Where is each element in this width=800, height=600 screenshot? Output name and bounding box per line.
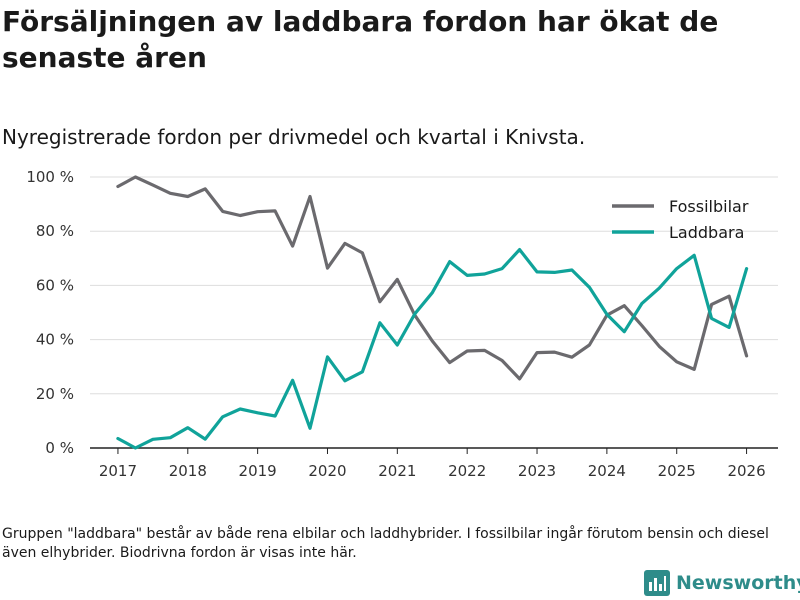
bar-chart-logo-icon (644, 570, 670, 596)
y-tick-label: 60 % (36, 276, 74, 294)
legend: Fossilbilar Laddbara (612, 197, 749, 242)
brand-logo[interactable]: Newsworthy (644, 568, 800, 598)
y-tick-label: 20 % (36, 385, 74, 403)
x-tick-label: 2019 (239, 462, 277, 480)
x-axis-ticks: 2017 2018 2019 2020 2021 2022 2023 2024 2025 2026 (90, 447, 778, 480)
x-tick-label: 2022 (448, 462, 486, 480)
x-tick-label: 2018 (169, 462, 207, 480)
x-tick-label: 2020 (308, 462, 346, 480)
y-tick-label: 0 % (45, 439, 74, 457)
y-tick-label: 100 % (26, 168, 74, 186)
line-chart: 0 % 20 % 40 % 60 % 80 % 100 % 2017 2018 2019 202… (26, 168, 778, 480)
y-axis-ticks: 0 % 20 % 40 % 60 % 80 % 100 % (26, 168, 74, 457)
y-tick-label: 40 % (36, 331, 74, 349)
brand-name: Newsworthy (676, 572, 800, 594)
y-tick-label: 80 % (36, 222, 74, 240)
footnote: Gruppen "laddbara" består av både rena e… (2, 526, 769, 561)
series-line-laddbara (116, 248, 749, 450)
x-tick-label: 2024 (588, 462, 626, 480)
x-tick-label: 2021 (378, 462, 416, 480)
x-tick-label: 2026 (727, 462, 765, 480)
x-tick-label: 2025 (658, 462, 696, 480)
legend-label: Fossilbilar (669, 197, 749, 216)
chart-title: Försäljningen av laddbara fordon har öka… (2, 5, 719, 74)
x-tick-label: 2017 (99, 462, 137, 480)
legend-label: Laddbara (669, 223, 744, 242)
chart-subtitle: Nyregistrerade fordon per drivmedel och … (2, 125, 586, 149)
x-tick-label: 2023 (518, 462, 556, 480)
series-lines (116, 175, 749, 450)
series-line-fossilbilar (116, 175, 749, 381)
